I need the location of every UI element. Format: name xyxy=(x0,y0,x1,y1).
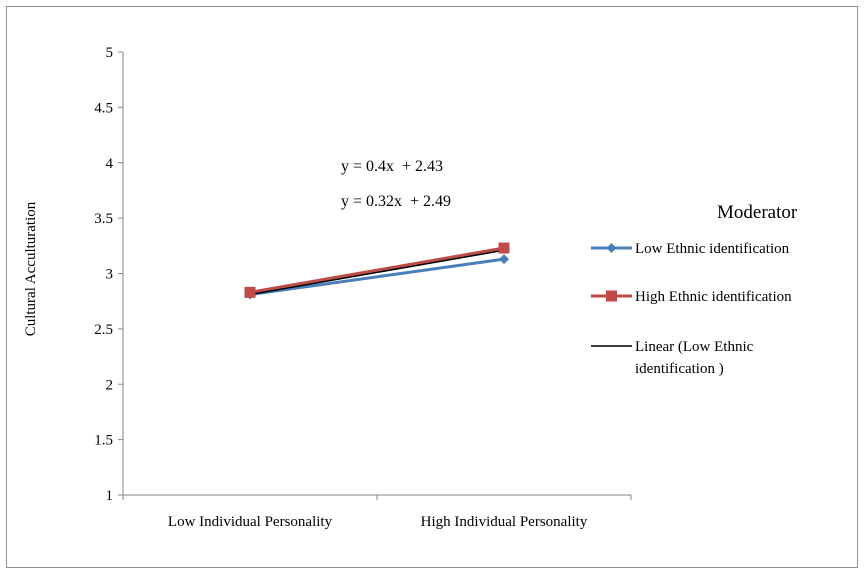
data-point-square xyxy=(244,286,256,298)
x-tick-label: Low Individual Personality xyxy=(168,514,333,530)
y-tick-label: 1.5 xyxy=(94,433,113,449)
legend-item-linear-trend: Linear (Low Ethnic identification ) xyxy=(591,339,754,377)
data-point-diamond xyxy=(499,254,509,265)
legend: Moderator Low Ethnic identification High… xyxy=(591,202,798,377)
linear-trendline xyxy=(249,249,505,296)
y-tick-label: 5 xyxy=(106,45,114,61)
legend-label-low-ethnic: Low Ethnic identification xyxy=(635,241,790,257)
y-tick-label: 3.5 xyxy=(94,211,113,227)
legend-diamond-marker xyxy=(606,243,617,253)
x-axis: Low Individual Personality High Individua… xyxy=(122,494,632,530)
chart-frame: 1 1.5 2 2.5 3 3.5 4 4.5 5 Low Individual Persona… xyxy=(6,6,858,568)
legend-label-high-ethnic: High Ethnic identification xyxy=(635,289,792,305)
data-point-square xyxy=(498,242,510,254)
y-tick-label: 4.5 xyxy=(94,100,113,116)
y-tick-label: 4 xyxy=(106,156,114,172)
y-tick-label: 1 xyxy=(106,488,114,504)
legend-label-linear-line1: Linear (Low Ethnic xyxy=(635,339,754,355)
plot-series xyxy=(244,242,510,300)
chart-svg: 1 1.5 2 2.5 3 3.5 4 4.5 5 Low Individual Persona… xyxy=(23,45,798,530)
y-tick-label: 2 xyxy=(106,377,114,393)
y-tick-label: 2.5 xyxy=(94,322,113,338)
y-axis: 1 1.5 2 2.5 3 3.5 4 4.5 5 xyxy=(94,45,124,504)
x-tick-label: High Individual Personality xyxy=(421,514,588,530)
legend-label-linear-line2: identification ) xyxy=(635,361,724,377)
legend-square-marker xyxy=(606,290,617,302)
series-line-2 xyxy=(249,246,505,294)
trendline-equation-2: y = 0.32x + 2.49 xyxy=(341,193,451,210)
y-tick-label: 3 xyxy=(106,267,114,283)
legend-title: Moderator xyxy=(717,202,798,223)
series-line-1 xyxy=(249,257,505,297)
y-axis-title: Cultural Acculturation xyxy=(23,201,39,336)
trendline-equation-1: y = 0.4x + 2.43 xyxy=(341,158,443,175)
legend-item-low-ethnic: Low Ethnic identification xyxy=(591,241,790,257)
legend-item-high-ethnic: High Ethnic identification xyxy=(591,289,792,305)
